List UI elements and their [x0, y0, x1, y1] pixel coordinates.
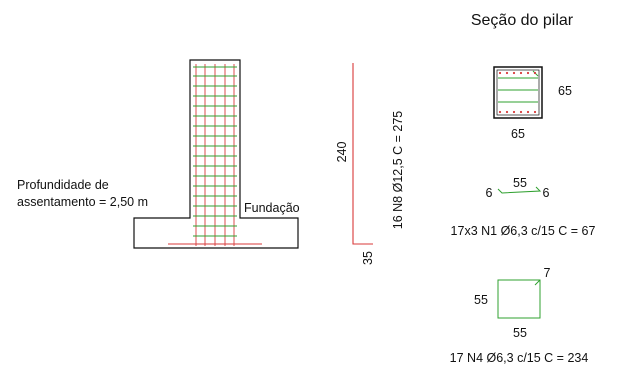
section-ties: [498, 70, 539, 103]
section-inner: [496, 69, 540, 116]
section-title: Seção do pilar: [471, 12, 574, 29]
bar-spec: 16 N8 Ø12,5 C = 275: [391, 111, 405, 230]
tie-n1-detail: 6 55 6 17x3 N1 Ø6,3 c/15 C = 67: [451, 176, 596, 238]
tie-n1-shape: [497, 186, 542, 194]
column-section: 65 65: [493, 66, 572, 141]
stirrup-hook-label: 7: [544, 266, 551, 280]
longitudinal-bar-detail: 240 35 16 N8 Ø12,5 C = 275: [335, 63, 405, 265]
stirrup-n4-shape: [497, 279, 541, 319]
column-rebars: [168, 64, 262, 246]
depth-label-line1: Profundidade de: [17, 178, 109, 192]
column-stirrups: [193, 66, 237, 237]
elevation-view: Profundidade de assentamento = 2,50 m Fu…: [17, 59, 300, 249]
tie-length: 55: [513, 176, 527, 190]
section-outline: [493, 66, 543, 119]
foundation-label: Fundação: [244, 201, 300, 215]
column-outline: [133, 59, 299, 249]
section-bars: [498, 71, 537, 114]
stirrup-n4-hook: [534, 279, 541, 286]
stirrup-n4-spec: 17 N4 Ø6,3 c/15 C = 234: [450, 351, 589, 365]
stirrup-width-label: 55: [513, 326, 527, 340]
section-width-label: 65: [511, 127, 525, 141]
tie-left-hook: 6: [486, 186, 493, 200]
section-height-label: 65: [558, 84, 572, 98]
tie-right-hook: 6: [543, 186, 550, 200]
depth-label-line2: assentamento = 2,50 m: [17, 195, 148, 209]
longitudinal-bar-shape: [352, 63, 373, 245]
stirrup-n4-detail: 7 55 55 17 N4 Ø6,3 c/15 C = 234: [450, 266, 589, 365]
bar-hook-label: 35: [361, 251, 375, 265]
tie-n1-spec: 17x3 N1 Ø6,3 c/15 C = 67: [451, 224, 596, 238]
bar-length-label: 240: [335, 142, 349, 163]
stirrup-height-label: 55: [474, 293, 488, 307]
